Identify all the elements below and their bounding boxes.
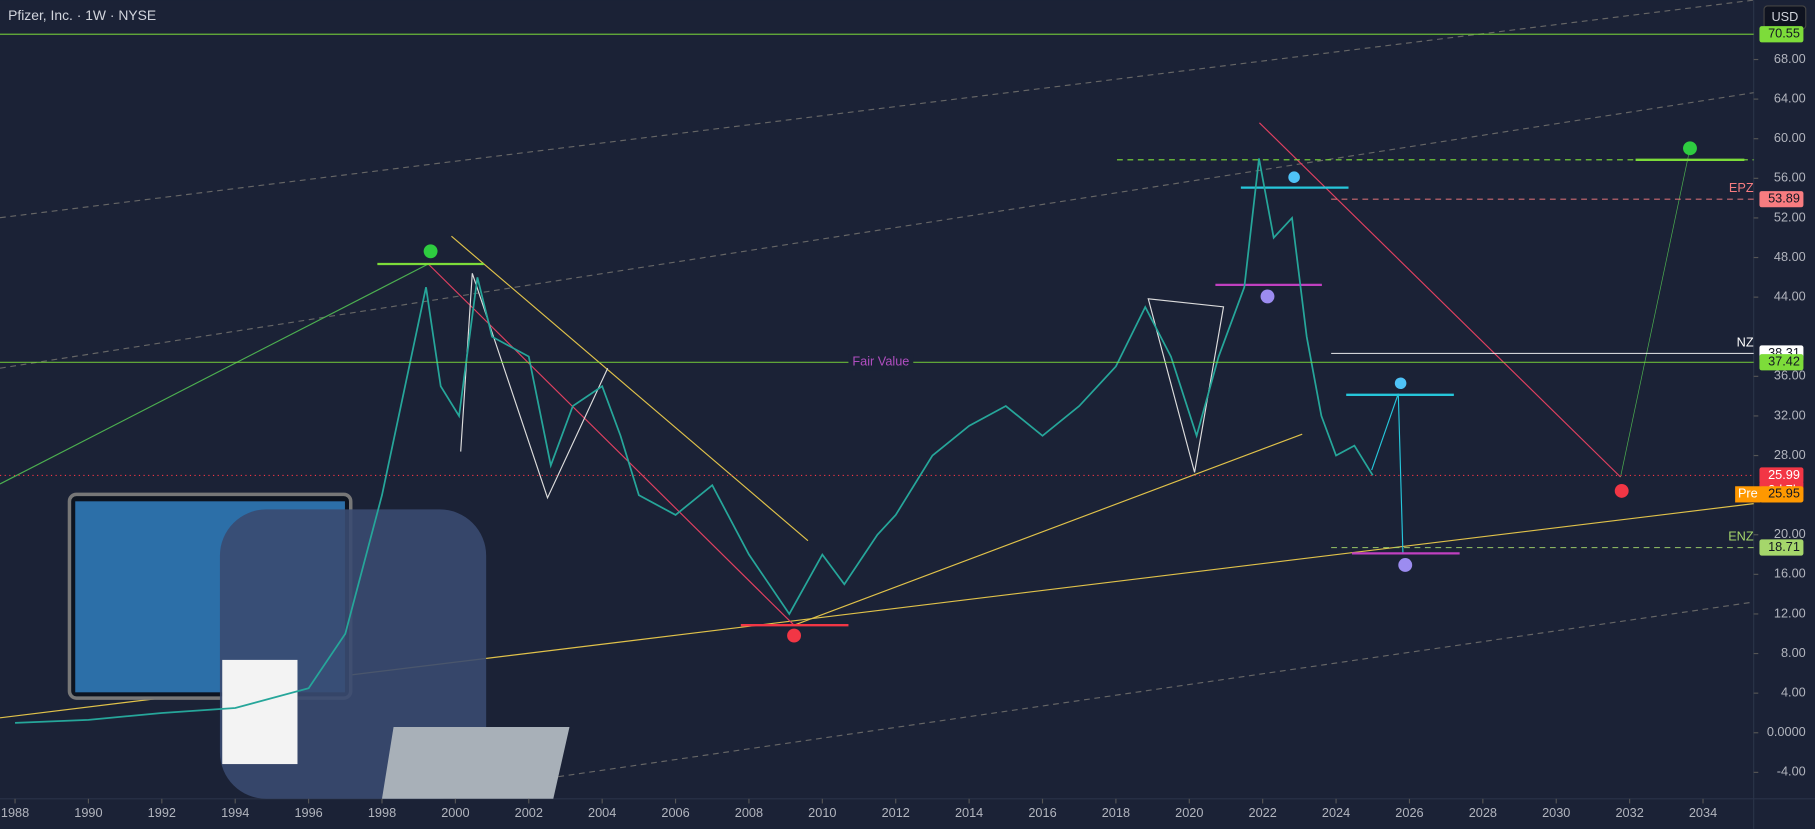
price-badge-label: 18.71 — [1768, 539, 1800, 554]
price-badge — [1759, 191, 1804, 208]
trend-line — [0, 263, 429, 485]
price-badge-label: 25.99 — [1768, 467, 1800, 482]
x-tick-label: 1994 — [221, 805, 249, 820]
price-badge-label: 25.95 — [1768, 486, 1800, 501]
y-tick-label: -4.00 — [1777, 764, 1806, 779]
signal-dot — [1398, 558, 1413, 572]
trend-line — [1258, 122, 1621, 478]
pre-name: Pre — [1738, 486, 1758, 501]
y-tick-label: 8.00 — [1781, 645, 1806, 660]
x-tick-label: 2030 — [1542, 805, 1570, 820]
y-tick-label: 44.00 — [1774, 288, 1806, 303]
y-tick-label: 0.0000 — [1767, 724, 1806, 739]
trend-line — [793, 433, 1303, 626]
signal-dot — [1394, 377, 1407, 390]
x-tick-label: 2014 — [955, 805, 983, 820]
x-tick-label: 2004 — [588, 805, 616, 820]
x-tick-label: 2018 — [1102, 805, 1130, 820]
y-tick-label: 28.00 — [1774, 447, 1806, 462]
signal-dot — [1260, 289, 1275, 304]
signal-dot — [1614, 483, 1629, 498]
paper — [222, 659, 298, 765]
drawings — [0, 0, 1754, 788]
currency-label[interactable]: USD — [1771, 9, 1798, 24]
channel-line — [486, 601, 1754, 788]
x-tick-label: 1988 — [1, 805, 29, 820]
level-name: NZ — [1737, 334, 1754, 349]
chart-title: Pfizer, Inc. · 1W · NYSE — [8, 7, 156, 23]
y-tick-label: 56.00 — [1774, 170, 1806, 185]
x-tick-label: 2022 — [1249, 805, 1277, 820]
price-badge-label: 37.42 — [1768, 354, 1800, 369]
price-badge — [1759, 467, 1804, 484]
x-tick-label: 2028 — [1469, 805, 1497, 820]
signal-dot — [1288, 171, 1300, 183]
price-badge-label: 70.55 — [1768, 26, 1800, 41]
y-tick-label: 20.00 — [1774, 526, 1806, 541]
signal-dot — [423, 244, 438, 259]
x-tick-label: 2032 — [1615, 805, 1643, 820]
level-name-bg — [848, 354, 914, 371]
level-name: EPZ — [1729, 180, 1754, 195]
x-tick-label: 2000 — [441, 805, 469, 820]
x-tick-label: 2034 — [1689, 805, 1717, 820]
x-tick-label: 1998 — [368, 805, 396, 820]
y-tick-label: 4.00 — [1781, 685, 1806, 700]
level-name: Fair Value — [852, 354, 909, 369]
x-tick-label: 2008 — [735, 805, 763, 820]
level-name: ENZ — [1728, 528, 1754, 543]
price-badge — [1759, 539, 1804, 556]
y-tick-label: 52.00 — [1774, 209, 1806, 224]
x-tick-label: 2020 — [1175, 805, 1203, 820]
x-tick-label: 2026 — [1395, 805, 1423, 820]
x-tick-label: 1992 — [148, 805, 176, 820]
laptop — [381, 727, 570, 799]
price-line — [15, 158, 1374, 724]
x-tick-label: 1990 — [74, 805, 102, 820]
price-badge — [1759, 486, 1804, 503]
trend-line — [1620, 148, 1691, 478]
y-tick-label: 64.00 — [1774, 90, 1806, 105]
y-tick-label: 32.00 — [1774, 407, 1806, 422]
x-tick-label: 2010 — [808, 805, 836, 820]
y-tick-label: 16.00 — [1774, 566, 1806, 581]
channel-line — [0, 0, 1754, 219]
signal-dot — [787, 628, 802, 643]
x-tick-label: 2024 — [1322, 805, 1350, 820]
price-badge — [1759, 26, 1804, 43]
signal-dot — [1683, 141, 1697, 156]
x-tick-label: 1996 — [294, 805, 322, 820]
y-tick-label: 60.00 — [1774, 130, 1806, 145]
trend-line — [451, 235, 809, 542]
y-tick-label: 68.00 — [1774, 51, 1806, 66]
pre-tag — [1735, 486, 1761, 503]
overlay-image — [67, 492, 570, 799]
x-tick-label: 2012 — [882, 805, 910, 820]
channel-line — [0, 92, 1754, 369]
x-tick-label: 2002 — [515, 805, 543, 820]
price-badge-label: 53.89 — [1768, 191, 1800, 206]
y-tick-label: 12.00 — [1774, 605, 1806, 620]
x-tick-label: 2006 — [661, 805, 689, 820]
y-tick-label: 48.00 — [1774, 249, 1806, 264]
x-tick-label: 2016 — [1028, 805, 1056, 820]
y-tick-label: 36.00 — [1774, 368, 1806, 383]
price-badge — [1759, 354, 1804, 371]
